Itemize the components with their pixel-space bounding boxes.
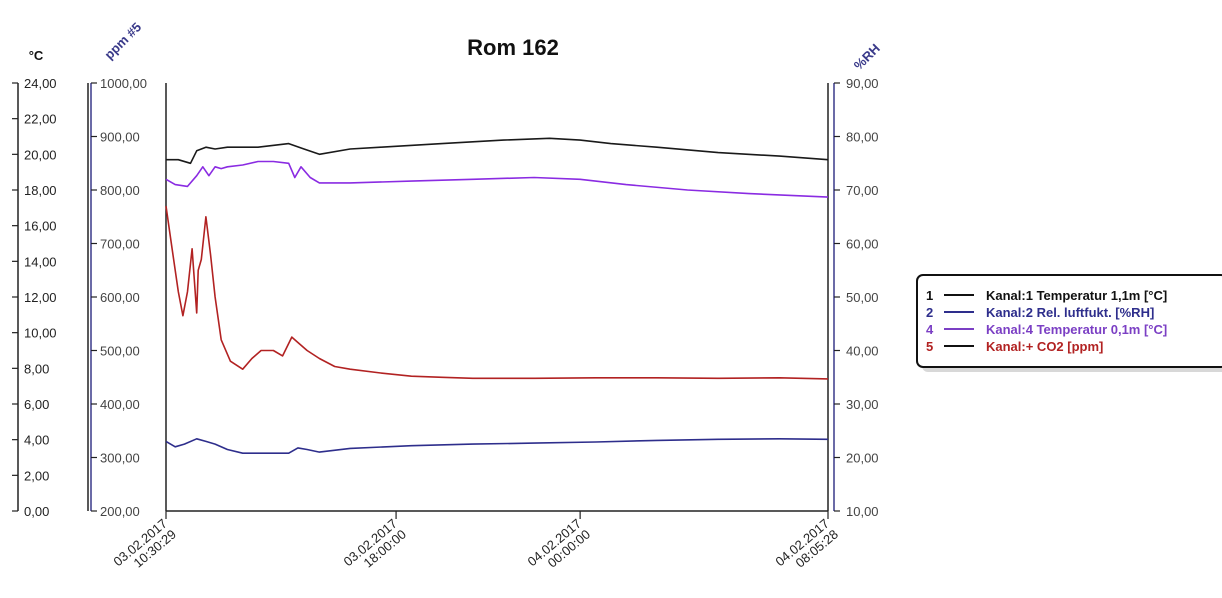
left_ppm-tick-label: 500,00: [100, 344, 140, 359]
rh-axis-label: %RH: [851, 41, 883, 73]
left_temp-tick-label: 22,00: [24, 112, 57, 127]
right_rh-tick-label: 80,00: [846, 130, 879, 145]
series-lines: [165, 137, 829, 455]
left_temp-tick-label: 4,00: [24, 433, 49, 448]
left_ppm-tick-label: 1000,00: [100, 76, 147, 91]
left_temp-tick-label: 12,00: [24, 290, 57, 305]
left_ppm-tick-label: 900,00: [100, 130, 140, 145]
chart-title: Rom 162: [467, 35, 559, 60]
left_temp-tick-label: 16,00: [24, 219, 57, 234]
x-tick-label: 03.02.201710:30:29: [110, 516, 178, 580]
left_temp-tick-label: 8,00: [24, 361, 49, 376]
left_ppm-tick-label: 200,00: [100, 504, 140, 519]
right_rh-tick-label: 40,00: [846, 344, 879, 359]
legend-label: Kanal:2 Rel. luftfukt. [%RH]: [986, 305, 1154, 320]
right_rh-tick-label: 50,00: [846, 290, 879, 305]
x-tick-label: 04.02.201708:05:28: [772, 516, 840, 580]
right_rh-tick-label: 10,00: [846, 504, 879, 519]
ppm-axis-ticks: 200,00 300,00 400,00 500,00 600,00 700,00 800,…: [91, 76, 147, 519]
right_rh-tick-label: 60,00: [846, 237, 879, 252]
left_temp-tick-label: 6,00: [24, 397, 49, 412]
right_rh-tick-label: 90,00: [846, 76, 879, 91]
legend: 1 Kanal:1 Temperatur 1,1m [°C] 2 Kanal:2 Re…: [916, 274, 1222, 372]
legend-label: Kanal:1 Temperatur 1,1m [°C]: [986, 288, 1167, 303]
left_ppm-tick-label: 800,00: [100, 183, 140, 198]
right_rh-tick-label: 20,00: [846, 451, 879, 466]
legend-box: [916, 274, 1222, 368]
x-tick-label: 03.02.201718:00:00: [341, 516, 409, 580]
left_temp-tick-label: 2,00: [24, 468, 49, 483]
left_temp-tick-label: 24,00: [24, 76, 57, 91]
left_temp-tick-label: 14,00: [24, 254, 57, 269]
series-line-5: [165, 205, 829, 380]
left_temp-tick-label: 20,00: [24, 147, 57, 162]
legend-number: 2: [926, 305, 933, 320]
right_rh-tick-label: 70,00: [846, 183, 879, 198]
x-tick-label: 04.02.201700:00:00: [525, 516, 593, 580]
left_ppm-tick-label: 300,00: [100, 451, 140, 466]
ppm-axis-label: ppm #5: [101, 19, 144, 62]
legend-number: 4: [926, 322, 934, 337]
left_ppm-tick-label: 400,00: [100, 397, 140, 412]
temp-axis-ticks: 0,00 2,00 4,00 6,00 8,00 10,00 12,00 14,00 16,00…: [12, 76, 57, 519]
left_temp-tick-label: 10,00: [24, 326, 57, 341]
series-line-2: [165, 437, 829, 455]
rh-axis-ticks: 10,00 20,00 30,00 40,00 50,00 60,00 70,00 80,00…: [834, 76, 879, 519]
left_ppm-tick-label: 600,00: [100, 290, 140, 305]
legend-label: Kanal:4 Temperatur 0,1m [°C]: [986, 322, 1167, 337]
legend-number: 1: [926, 288, 933, 303]
legend-label: Kanal:+ CO2 [ppm]: [986, 339, 1103, 354]
x-axis-ticks: 03.02.201710:30:29 03.02.201718:00:00 04.0…: [110, 511, 841, 580]
left_temp-tick-label: 0,00: [24, 504, 49, 519]
temp-axis-label: °C: [29, 48, 44, 63]
series-line-1: [166, 137, 829, 165]
left_temp-tick-label: 18,00: [24, 183, 57, 198]
legend-number: 5: [926, 339, 933, 354]
series-line-4: [165, 160, 829, 198]
left_ppm-tick-label: 700,00: [100, 237, 140, 252]
right_rh-tick-label: 30,00: [846, 397, 879, 412]
